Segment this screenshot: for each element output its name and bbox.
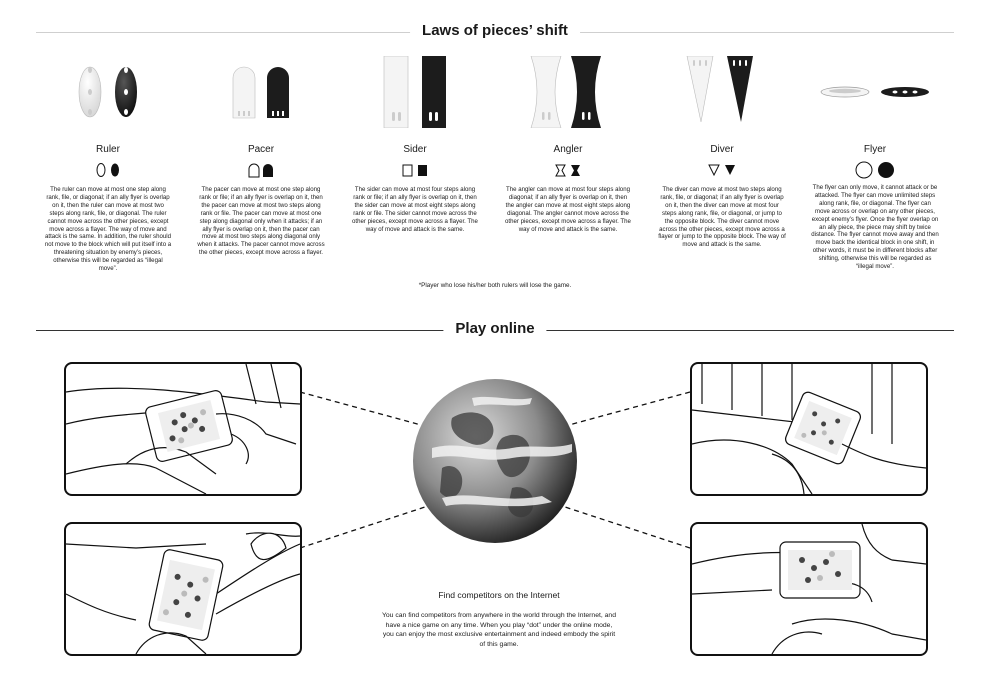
- diver-piece-icon: [647, 56, 797, 128]
- diver-symbol-icon: [647, 162, 797, 178]
- online-body: You can find competitors from anywhere i…: [381, 612, 616, 648]
- piece-description: The pacer can move at most one step alon…: [197, 186, 325, 257]
- piece-name: Sider: [403, 144, 427, 155]
- pacer-symbol-icon: [186, 162, 336, 178]
- flyer-symbol-icon: [800, 160, 950, 179]
- laws-section-header: Laws of pieces’ shift: [36, 22, 954, 42]
- online-description-block: Find competitors on the Internet You can…: [380, 590, 618, 649]
- angler-piece-icon: [493, 56, 643, 128]
- illustration-tablet-desk-right: [690, 522, 928, 656]
- piece-name: Diver: [710, 144, 734, 155]
- illustration-tablet-lap-left: [64, 522, 302, 656]
- piece-name: Pacer: [247, 144, 275, 155]
- piece-name: Ruler: [96, 144, 120, 155]
- laws-title: Laws of pieces’ shift: [410, 22, 580, 39]
- pacer-piece-icon: [186, 56, 336, 128]
- sider-piece-icon: [340, 56, 490, 128]
- piece-card-pacer: Pacer The pacer can move at most one ste…: [186, 56, 336, 257]
- pieces-row: Ruler The ruler can move at most one ste…: [0, 56, 990, 296]
- piece-description: The ruler can move at most one step alon…: [44, 186, 172, 273]
- piece-card-angler: Angler The angler can move at most four …: [493, 56, 643, 233]
- piece-card-ruler: Ruler The ruler can move at most one ste…: [33, 56, 183, 273]
- piece-description: The diver can move at most two steps alo…: [658, 186, 786, 249]
- piece-card-flyer: Flyer The flyer can only move, it cannot…: [800, 56, 950, 271]
- piece-name: Flyer: [863, 144, 887, 155]
- piece-name: Angler: [553, 144, 583, 155]
- piece-card-sider: Sider The sider can move at most four st…: [340, 56, 490, 233]
- online-title: Play online: [443, 320, 547, 337]
- online-section-header: Play online: [36, 320, 954, 340]
- rules-footnote: *Player who lose his/her both rulers wil…: [418, 282, 572, 289]
- sider-symbol-icon: [340, 162, 490, 178]
- flyer-piece-icon: [800, 56, 950, 128]
- piece-description: The flyer can only move, it cannot attac…: [811, 184, 939, 271]
- illustration-tablet-window-right: [690, 362, 928, 496]
- piece-description: The sider can move at most four steps al…: [352, 186, 478, 233]
- piece-description: The angler can move at most four steps a…: [505, 186, 631, 233]
- ruler-piece-icon: [33, 56, 183, 128]
- illustration-tablet-sofa-left: [64, 362, 302, 496]
- globe-icon: [412, 378, 578, 544]
- ruler-symbol-icon: [33, 162, 183, 178]
- piece-card-diver: Diver The diver can move at most two ste…: [647, 56, 797, 249]
- angler-symbol-icon: [493, 162, 643, 178]
- online-heading: Find competitors on the Internet: [438, 590, 560, 600]
